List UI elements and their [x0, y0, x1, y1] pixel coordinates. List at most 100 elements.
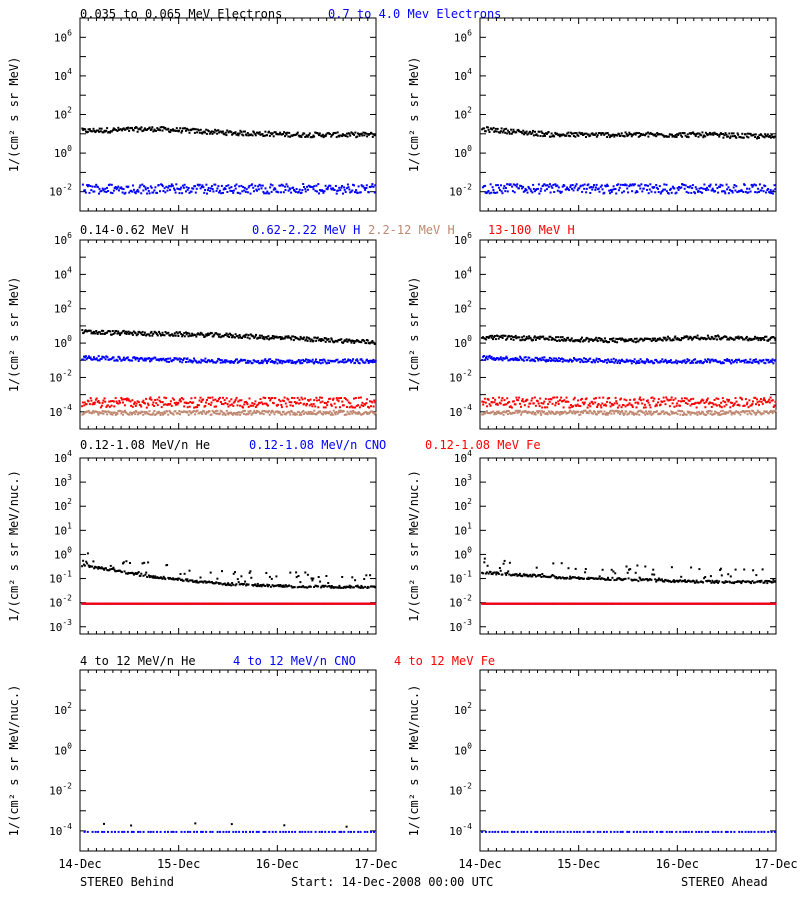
data-point	[522, 335, 525, 338]
data-point	[745, 410, 748, 413]
data-point	[374, 586, 377, 589]
data-point	[228, 187, 231, 190]
data-point	[301, 133, 304, 136]
data-point	[738, 404, 741, 407]
data-point	[767, 338, 770, 341]
data-point	[365, 342, 368, 345]
data-point	[185, 579, 188, 582]
data-point	[145, 406, 148, 409]
data-point	[124, 409, 126, 412]
data-point	[672, 135, 675, 137]
data-point	[220, 403, 223, 405]
data-point	[335, 192, 338, 195]
data-point	[145, 571, 148, 574]
data-point	[253, 131, 255, 134]
data-point	[515, 185, 518, 188]
data-point	[588, 402, 591, 405]
data-point	[633, 360, 636, 363]
data-point	[768, 134, 771, 137]
data-point	[161, 129, 164, 132]
data-point	[751, 185, 754, 188]
data-point	[179, 360, 181, 363]
data-point	[630, 362, 633, 365]
data-point	[102, 131, 105, 134]
data-point	[274, 584, 277, 587]
data-point	[760, 400, 763, 403]
data-point	[615, 192, 618, 195]
data-point	[115, 570, 118, 573]
data-point	[181, 130, 184, 132]
data-point	[571, 412, 574, 415]
data-point	[298, 338, 301, 341]
data-point	[286, 185, 289, 188]
data-point	[253, 190, 255, 193]
data-point	[500, 184, 502, 187]
data-point	[562, 358, 565, 361]
y-tick-label: 104	[454, 265, 472, 281]
data-point	[567, 336, 570, 339]
data-point	[758, 134, 761, 137]
data-point	[235, 583, 238, 586]
data-point	[727, 192, 730, 195]
data-point	[616, 134, 619, 137]
data-point	[517, 409, 520, 412]
data-point	[493, 191, 495, 194]
data-point	[290, 338, 293, 341]
data-point	[240, 184, 243, 187]
data-point	[735, 361, 738, 364]
data-point	[552, 412, 555, 415]
data-point	[113, 411, 116, 414]
data-point	[107, 330, 110, 332]
y-axis-label: 1/(cm² s sr MeV)	[7, 277, 21, 393]
data-point	[603, 404, 606, 407]
data-point	[518, 187, 520, 190]
data-point	[225, 332, 228, 335]
data-point	[327, 186, 329, 189]
data-point	[636, 411, 639, 414]
data-point	[304, 397, 306, 400]
data-point	[279, 584, 282, 586]
data-point	[104, 332, 107, 335]
data-point	[698, 132, 701, 135]
data-point	[630, 184, 633, 187]
data-point	[189, 579, 192, 582]
data-point	[170, 183, 173, 186]
data-point	[750, 338, 753, 341]
data-point	[756, 137, 758, 140]
data-point	[146, 187, 149, 190]
data-point	[190, 359, 193, 362]
data-point	[651, 396, 654, 399]
data-point	[720, 133, 723, 135]
data-point	[194, 580, 197, 583]
data-point	[255, 404, 258, 407]
data-point	[221, 570, 223, 573]
data-point	[81, 358, 84, 361]
data-point	[761, 359, 764, 362]
data-point	[649, 131, 652, 134]
data-point	[336, 398, 339, 401]
data-point	[597, 187, 600, 190]
data-point	[289, 404, 292, 407]
data-point	[131, 405, 134, 408]
data-point	[722, 362, 725, 365]
data-point	[680, 397, 683, 400]
data-point	[312, 403, 315, 406]
data-point	[728, 132, 731, 135]
data-point	[196, 361, 199, 364]
data-point	[157, 410, 160, 413]
data-point	[335, 411, 338, 413]
data-point	[163, 334, 166, 337]
data-point	[358, 406, 361, 409]
data-point	[213, 361, 216, 364]
data-point	[131, 359, 134, 362]
data-point	[219, 401, 222, 403]
data-point	[158, 330, 160, 333]
data-point	[656, 410, 658, 413]
data-point	[102, 188, 105, 191]
data-point	[545, 337, 547, 340]
data-point	[617, 133, 620, 136]
data-point	[148, 397, 151, 400]
data-point	[510, 132, 513, 135]
data-point	[676, 402, 679, 405]
data-point	[655, 135, 658, 138]
